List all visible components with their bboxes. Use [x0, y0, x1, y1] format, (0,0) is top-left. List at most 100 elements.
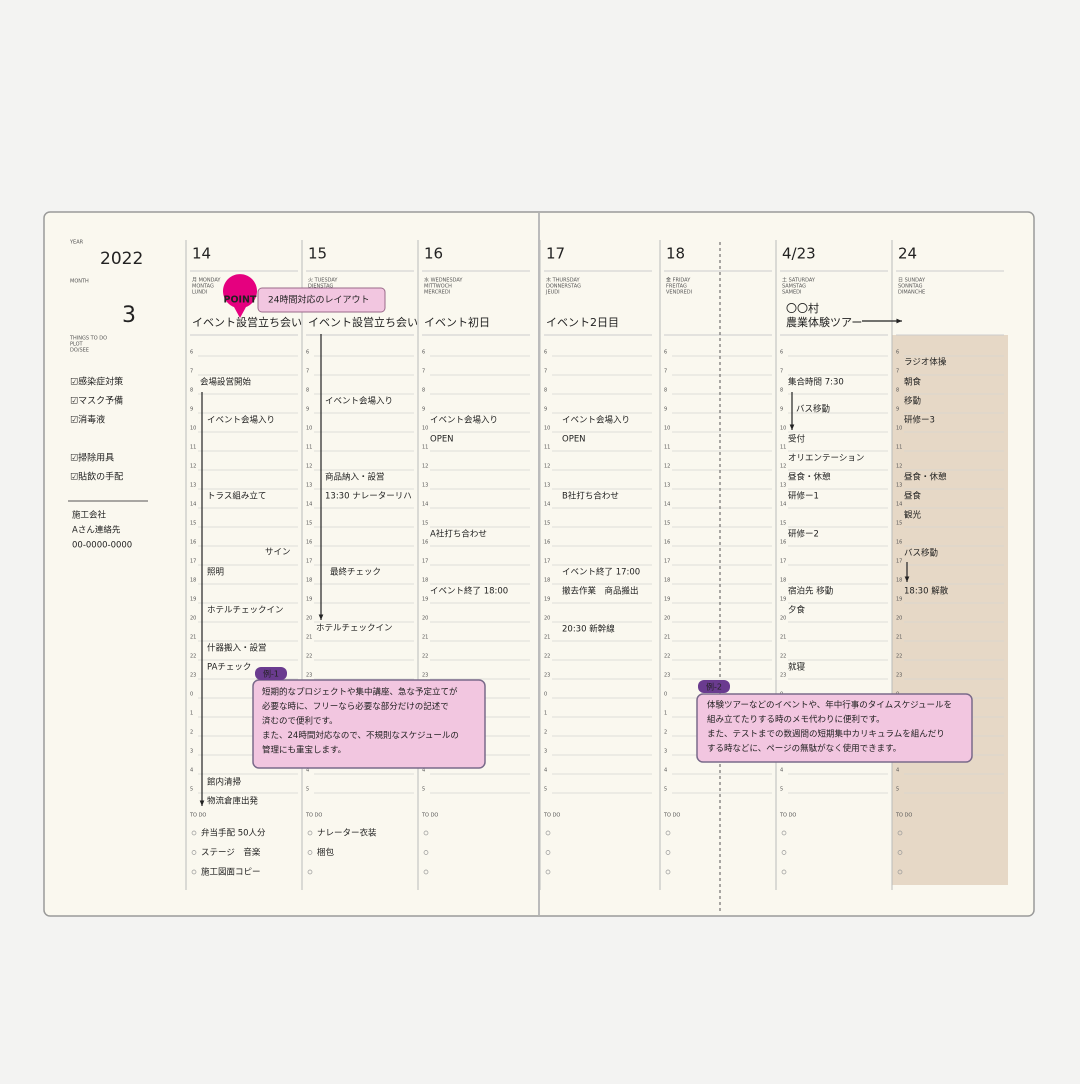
hour-label: 7: [190, 369, 193, 375]
entry: 昼食・休憩: [904, 472, 947, 483]
todo-label: TO DO: [189, 813, 206, 819]
todo-box: [191, 850, 197, 855]
hour-label: 11: [306, 445, 312, 451]
memo: Aさん連絡先: [72, 525, 121, 536]
todo-box: [191, 869, 197, 875]
hour-label: 13: [306, 483, 312, 489]
callout-text: また、テストまでの数週間の短期集中カリキュラムを組んだり: [707, 729, 945, 740]
hour-label: 18: [664, 578, 670, 584]
checklist-item: ☑貼飲の手配: [70, 471, 123, 483]
weekday: DIENSTAG: [308, 284, 333, 290]
hour-label: 16: [190, 540, 196, 546]
hour-label: 12: [190, 464, 196, 470]
callout-box: [696, 693, 973, 763]
hour-label: 8: [306, 388, 309, 394]
entry: イベント終了 18:00: [430, 586, 508, 597]
hour-label: 2: [190, 730, 193, 736]
hour-label: 8: [780, 388, 783, 394]
entry: 照明: [207, 568, 224, 578]
hour-label: 4: [896, 768, 899, 774]
entry: OPEN: [562, 435, 586, 445]
checklist-item: ☑感染症対策: [70, 376, 123, 388]
hour-label: 22: [544, 654, 550, 660]
todo-label: TO DO: [779, 813, 796, 819]
hour-label: 11: [780, 445, 786, 451]
hour-label: 19: [896, 597, 902, 603]
date: 16: [424, 245, 443, 263]
entry: 什器搬入・設営: [207, 643, 267, 654]
hour-label: 0: [544, 692, 547, 698]
hour-label: 5: [190, 787, 193, 793]
callout-tag: [698, 680, 730, 693]
date: 18: [666, 245, 685, 263]
weekday: 火 TUESDAY: [308, 278, 338, 284]
hour-label: 9: [422, 407, 425, 413]
todo-box: [423, 850, 429, 855]
todo-box: [781, 850, 787, 855]
hour-label: 4: [190, 768, 193, 774]
hour-label: 10: [306, 426, 312, 432]
point-badge: [223, 274, 257, 318]
hour-label: 9: [780, 407, 783, 413]
hour-label: 19: [544, 597, 550, 603]
hour-label: 22: [422, 654, 428, 660]
hour-label: 22: [896, 654, 902, 660]
hour-label: 3: [544, 749, 547, 755]
hour-label: 13: [664, 483, 670, 489]
todo-item: 弁当手配 50人分: [201, 828, 266, 839]
hour-label: 15: [422, 521, 428, 527]
entry: 商品納入・設営: [325, 472, 385, 483]
hour-label: 14: [664, 502, 670, 508]
point-badge-text: POINT: [223, 295, 257, 306]
header-task: 〇〇村: [786, 301, 819, 315]
entry: ホテルチェックイン: [207, 606, 284, 616]
hour-label: 23: [190, 673, 196, 679]
hour-label: 14: [544, 502, 550, 508]
entry: 会場設営開始: [200, 377, 252, 388]
hour-label: 19: [190, 597, 196, 603]
entry: A社打ち合わせ: [430, 529, 487, 540]
hour-label: 20: [422, 616, 428, 622]
callout-tag-text: 例-1: [263, 669, 279, 679]
callout-text: また、24時間対応なので、不規則なスケジュールの: [262, 730, 459, 741]
todo-item: 施工図面コピー: [201, 867, 261, 878]
hour-label: 10: [190, 426, 196, 432]
hour-label: 4: [306, 768, 309, 774]
hour-label: 17: [544, 559, 550, 565]
entry: 物流倉庫出発: [207, 796, 259, 807]
todo-item: 梱包: [317, 847, 335, 858]
hour-label: 19: [664, 597, 670, 603]
weekday: 日 SUNDAY: [898, 278, 926, 284]
entry: 観光: [904, 510, 922, 521]
hour-label: 17: [306, 559, 312, 565]
entry: 13:30 ナレーターリハ: [325, 492, 412, 502]
hour-label: 6: [544, 350, 547, 356]
hour-label: 13: [422, 483, 428, 489]
hour-label: 9: [896, 407, 899, 413]
date: 24: [898, 245, 917, 263]
hour-label: 22: [190, 654, 196, 660]
todo-box: [545, 869, 551, 875]
hour-label: 15: [190, 521, 196, 527]
hour-label: 2: [544, 730, 547, 736]
todo-box: [665, 830, 671, 836]
hour-label: 11: [896, 445, 902, 451]
header-task: イベント2日目: [546, 316, 619, 329]
weekday: SAMEDI: [782, 290, 802, 296]
hour-label: 12: [422, 464, 428, 470]
hour-label: 6: [780, 350, 783, 356]
entry: 集合時間 7:30: [788, 377, 844, 388]
hour-label: 21: [780, 635, 786, 641]
hour-label: 14: [896, 502, 902, 508]
todo-item: ステージ 音楽: [201, 847, 261, 858]
hour-label: 0: [190, 692, 193, 698]
hour-label: 13: [190, 483, 196, 489]
weekday: DONNERSTAG: [546, 284, 581, 290]
hour-label: 21: [190, 635, 196, 641]
todo-label: TO DO: [543, 813, 560, 819]
callout-text: 済むので便利です。: [262, 716, 338, 727]
hour-label: 12: [896, 464, 902, 470]
hour-label: 20: [896, 616, 902, 622]
entry: バス移動: [796, 404, 830, 415]
